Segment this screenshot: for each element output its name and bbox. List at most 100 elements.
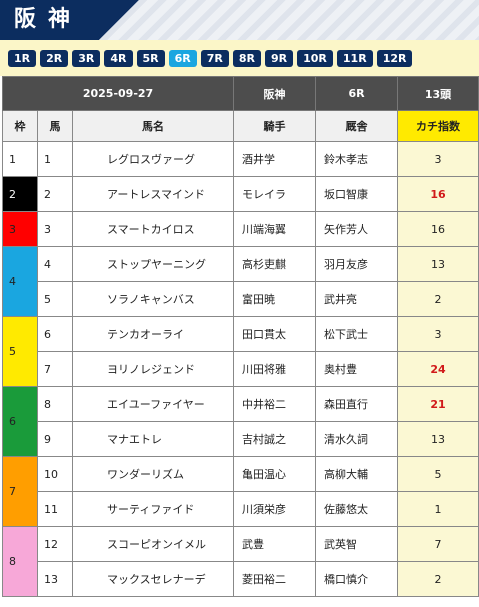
- trainer-name: 佐藤悠太: [315, 491, 399, 527]
- jockey-name: モレイラ: [233, 176, 317, 212]
- horse-name: マナエトレ: [71, 421, 235, 457]
- table-row: 8 12 スコーピオンイメル 武豊 武英智 7: [2, 526, 479, 597]
- horse-name: アートレスマインド: [71, 176, 235, 212]
- col-waku: 枠: [2, 110, 38, 142]
- table-row: 11 サーティファイド 川須栄彦 佐藤悠太 1: [3, 491, 479, 527]
- trainer-name: 武井亮: [315, 281, 399, 317]
- waku-cell: 7: [2, 456, 38, 527]
- jockey-name: 高杉吏麒: [233, 246, 317, 282]
- horse-number: 6: [37, 316, 73, 352]
- horse-number: 9: [37, 421, 73, 457]
- race-tab-2r[interactable]: 2R: [40, 49, 69, 67]
- race-tab-1r[interactable]: 1R: [8, 49, 37, 67]
- jockey-name: 川田将雅: [233, 351, 317, 387]
- trainer-name: 松下武士: [315, 316, 399, 352]
- jockey-name: 武豊: [233, 526, 317, 562]
- table-row: 7 10 ワンダーリズム 亀田温心 高柳大輔 5: [2, 456, 479, 527]
- horse-name: スコーピオンイメル: [71, 526, 235, 562]
- horse-number: 1: [37, 141, 73, 177]
- horse-number: 12: [37, 526, 73, 562]
- table-row: 7 ヨリノレジェンド 川田将雅 奥村豊 24: [3, 351, 479, 387]
- horse-number: 2: [37, 176, 73, 212]
- horse-name: マックスセレナーデ: [71, 561, 235, 597]
- col-num: 馬: [37, 110, 73, 142]
- col-horse: 馬名: [71, 110, 235, 142]
- kachi-score: 13: [397, 246, 479, 282]
- kachi-score: 16: [397, 211, 479, 247]
- kachi-score: 2: [397, 281, 479, 317]
- jockey-name: 田口貫太: [233, 316, 317, 352]
- trainer-name: 羽月友彦: [315, 246, 399, 282]
- waku-cell: 8: [2, 526, 38, 597]
- kachi-score: 3: [397, 316, 479, 352]
- jockey-name: 酒井学: [233, 141, 317, 177]
- jockey-name: 吉村誠之: [233, 421, 317, 457]
- col-score: カチ指数: [397, 110, 479, 142]
- table-row: 13 マックスセレナーデ 菱田裕二 橋口慎介 2: [3, 561, 479, 597]
- race-tab-12r[interactable]: 12R: [376, 49, 413, 67]
- race-tab-8r[interactable]: 8R: [232, 49, 261, 67]
- horse-name: ソラノキャンバス: [71, 281, 235, 317]
- race-selector: 1R 2R 3R 4R 5R 6R 7R 8R 9R 10R 11R 12R: [0, 40, 479, 76]
- race-info-row: 2025-09-27 阪神 6R 13頭: [1, 76, 479, 111]
- table-row: 4 4 ストップヤーニング 高杉吏麒 羽月友彦 13: [2, 246, 479, 317]
- race-tab-10r[interactable]: 10R: [297, 49, 333, 67]
- horse-name: レグロスヴァーグ: [71, 141, 235, 177]
- horse-name: ワンダーリズム: [71, 456, 235, 492]
- table-row: 9 マナエトレ 吉村誠之 清水久詞 13: [3, 421, 479, 457]
- kachi-score: 1: [397, 491, 479, 527]
- horse-name: ヨリノレジェンド: [71, 351, 235, 387]
- entry-table: 2025-09-27 阪神 6R 13頭 枠 馬 馬名 騎手 厩舎 カチ指数 1…: [1, 76, 479, 597]
- race-tab-7r[interactable]: 7R: [200, 49, 229, 67]
- horse-number: 5: [37, 281, 73, 317]
- kachi-score: 21: [397, 386, 479, 422]
- table-row: 5 6 テンカオーライ 田口貫太 松下武士 3: [2, 316, 479, 387]
- race-tab-9r[interactable]: 9R: [265, 49, 294, 67]
- race-tab-6r[interactable]: 6R: [168, 49, 197, 67]
- horse-number: 7: [37, 351, 73, 387]
- race-tab-5r[interactable]: 5R: [136, 49, 165, 67]
- race-date: 2025-09-27: [1, 76, 235, 111]
- kachi-score: 16: [397, 176, 479, 212]
- kachi-score: 24: [397, 351, 479, 387]
- trainer-name: 高柳大輔: [315, 456, 399, 492]
- header-decoration: [99, 0, 479, 40]
- trainer-name: 鈴木孝志: [315, 141, 399, 177]
- jockey-name: 川端海翼: [233, 211, 317, 247]
- page-title: 阪神: [14, 7, 83, 32]
- horse-number: 13: [37, 561, 73, 597]
- horse-number: 8: [37, 386, 73, 422]
- kachi-score: 7: [397, 526, 479, 562]
- race-tab-4r[interactable]: 4R: [104, 49, 133, 67]
- horse-number: 3: [37, 211, 73, 247]
- waku-cell: 6: [2, 386, 38, 457]
- jockey-name: 亀田温心: [233, 456, 317, 492]
- waku-cell: 1: [2, 141, 38, 177]
- horse-name: ストップヤーニング: [71, 246, 235, 282]
- horse-number: 4: [37, 246, 73, 282]
- table-row: 5 ソラノキャンバス 富田暁 武井亮 2: [3, 281, 479, 317]
- trainer-name: 橋口慎介: [315, 561, 399, 597]
- col-trainer: 厩舎: [315, 110, 399, 142]
- waku-cell: 4: [2, 246, 38, 317]
- race-tab-11r[interactable]: 11R: [336, 49, 373, 67]
- horse-name: テンカオーライ: [71, 316, 235, 352]
- kachi-score: 5: [397, 456, 479, 492]
- race-tab-3r[interactable]: 3R: [72, 49, 101, 67]
- table-row: 1 1 レグロスヴァーグ 酒井学 鈴木孝志 3: [2, 141, 479, 177]
- horse-name: エイユーファイヤー: [71, 386, 235, 422]
- race-number: 6R: [315, 76, 399, 111]
- trainer-name: 矢作芳人: [315, 211, 399, 247]
- trainer-name: 奥村豊: [315, 351, 399, 387]
- column-header-row: 枠 馬 馬名 騎手 厩舎 カチ指数: [2, 110, 479, 142]
- trainer-name: 清水久詞: [315, 421, 399, 457]
- horse-name: サーティファイド: [71, 491, 235, 527]
- table-row: 2 2 アートレスマインド モレイラ 坂口智康 16: [2, 176, 479, 212]
- waku-cell: 3: [2, 211, 38, 247]
- jockey-name: 中井裕二: [233, 386, 317, 422]
- horse-number: 10: [37, 456, 73, 492]
- horse-number: 11: [37, 491, 73, 527]
- jockey-name: 富田暁: [233, 281, 317, 317]
- kachi-score: 13: [397, 421, 479, 457]
- trainer-name: 森田直行: [315, 386, 399, 422]
